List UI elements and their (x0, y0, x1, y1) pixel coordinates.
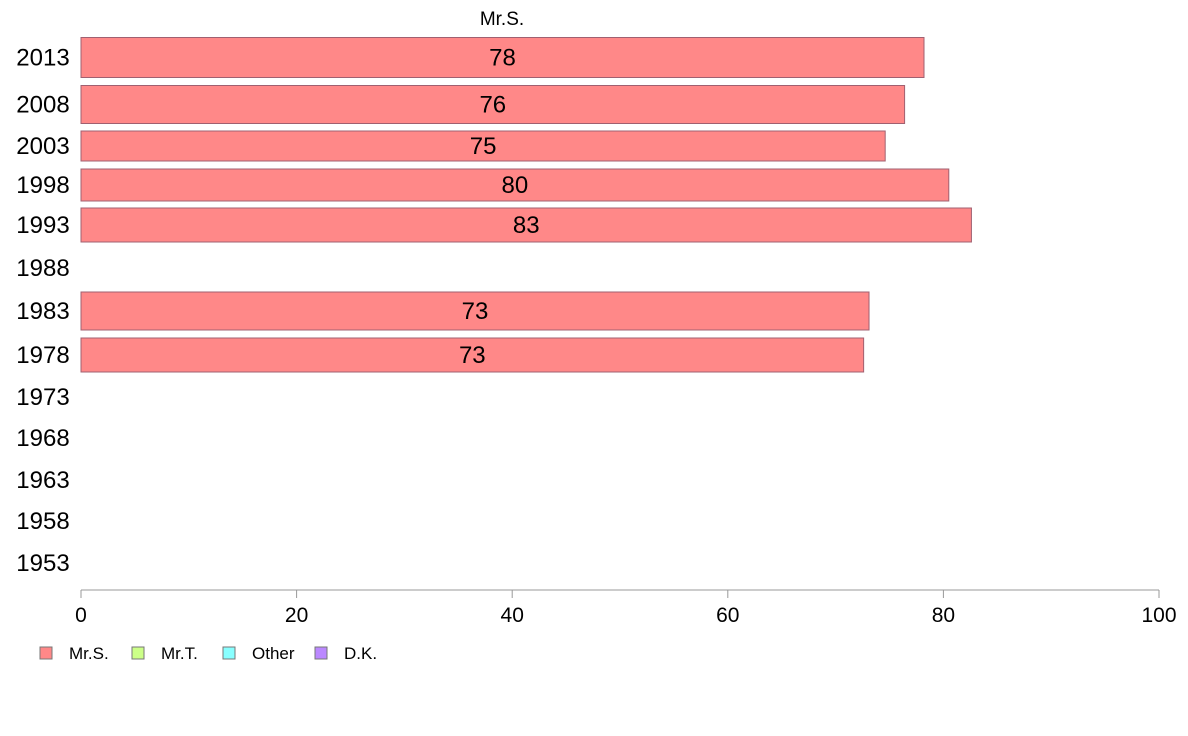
bar (80, 130, 886, 162)
x-tick-label: 40 (501, 604, 524, 627)
bar-data-label: 80 (502, 172, 529, 199)
legend: Mr.S. Mr.T. Other D.K. (39, 644, 377, 663)
x-axis: 0 20 40 60 80 100 (75, 589, 1177, 627)
y-tick-label: 1973 (16, 384, 69, 411)
y-tick-label: 2003 (16, 133, 69, 160)
bar-data-label: 78 (489, 45, 516, 72)
y-tick-labels: 2013 2008 2003 1998 1993 1988 1983 1978 1973 1968… (16, 45, 69, 578)
legend-label: Mr.T. (161, 644, 198, 663)
bar-data-label: 73 (459, 342, 486, 369)
y-tick-label: 1998 (16, 172, 69, 199)
bar (80, 37, 925, 78)
y-tick-label: 1983 (16, 298, 69, 325)
legend-swatch (131, 646, 145, 660)
x-tick-label: 20 (285, 604, 308, 627)
y-tick-label: 1953 (16, 550, 69, 577)
bar-data-label: 76 (479, 92, 506, 119)
bar-data-label: 83 (513, 212, 540, 239)
x-tick-label: 80 (932, 604, 955, 627)
y-tick-label: 1963 (16, 467, 69, 494)
x-tick-label: 100 (1141, 604, 1176, 627)
y-tick-label: 1958 (16, 508, 69, 535)
legend-swatch (314, 646, 328, 660)
chart-title: Mr.S. (480, 9, 524, 30)
bar (80, 168, 950, 202)
y-tick-label: 1988 (16, 255, 69, 282)
y-tick-label: 2008 (16, 92, 69, 119)
legend-swatch (39, 646, 53, 660)
bar-data-label: 75 (470, 133, 497, 160)
legend-label: Other (252, 644, 295, 663)
bar-data-label: 73 (462, 298, 489, 325)
y-tick-label: 1968 (16, 425, 69, 452)
legend-label: D.K. (344, 644, 377, 663)
x-tick-label: 60 (716, 604, 739, 627)
bar (80, 85, 906, 124)
bar (80, 207, 972, 243)
legend-swatch (222, 646, 236, 660)
legend-label: Mr.S. (69, 644, 109, 663)
y-tick-label: 2013 (16, 45, 69, 72)
bar (80, 291, 870, 331)
y-tick-label: 1993 (16, 212, 69, 239)
x-tick-label: 0 (75, 604, 87, 627)
y-tick-label: 1978 (16, 342, 69, 369)
bar (80, 337, 865, 373)
